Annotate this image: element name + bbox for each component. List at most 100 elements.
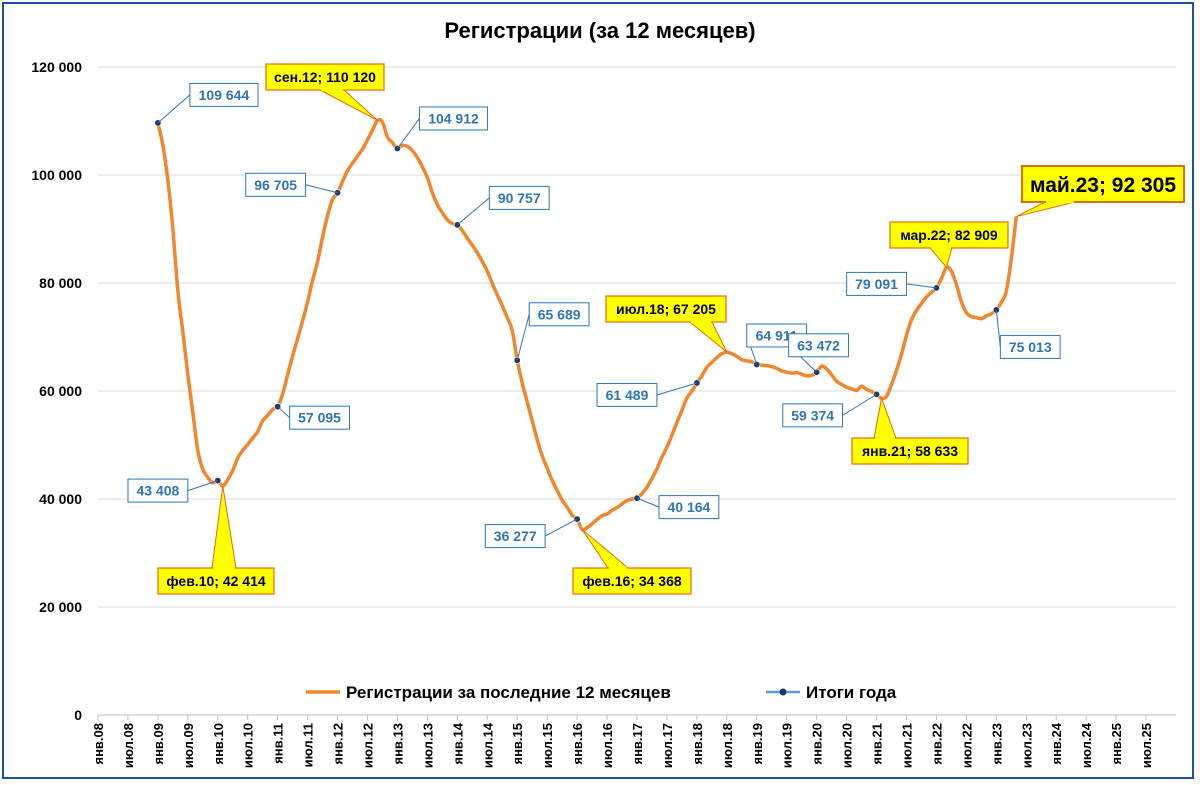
x-tick-label: июл.24 bbox=[1079, 722, 1094, 768]
x-tick-label: янв.17 bbox=[630, 723, 645, 765]
callout-box bbox=[1021, 165, 1185, 203]
chart-title: Регистрации (за 12 месяцев) bbox=[444, 18, 755, 43]
callout-box bbox=[889, 221, 1009, 249]
callout-label: сен.12; 110 120 bbox=[274, 69, 376, 85]
data-label: 43 408 bbox=[136, 483, 179, 499]
x-tick-label: янв.15 bbox=[510, 723, 525, 765]
x-tick-label: июл.22 bbox=[959, 723, 974, 768]
data-label: 65 689 bbox=[538, 306, 581, 322]
data-label-leader bbox=[906, 283, 937, 289]
x-tick-label: янв.08 bbox=[91, 723, 106, 765]
x-tick-label: июл.09 bbox=[181, 723, 196, 768]
callout-label: май.23; 92 305 bbox=[1030, 174, 1176, 197]
data-label: 61 489 bbox=[606, 387, 649, 403]
data-label: 40 164 bbox=[667, 499, 710, 515]
y-tick-label: 0 bbox=[74, 707, 82, 723]
data-label: 59 374 bbox=[791, 407, 834, 423]
year-total-point bbox=[633, 494, 641, 502]
x-tick-label: июл.12 bbox=[361, 723, 376, 768]
x-tick-label: янв.24 bbox=[1049, 722, 1064, 764]
data-label-box bbox=[528, 302, 590, 327]
y-tick-label: 20 000 bbox=[39, 599, 82, 615]
data-label-leader bbox=[457, 197, 490, 226]
callout-label: фев.10; 42 414 bbox=[166, 573, 266, 589]
callout-pointer bbox=[873, 396, 897, 439]
callout-pointer bbox=[211, 485, 237, 569]
data-label: 96 705 bbox=[254, 177, 297, 193]
data-label: 104 912 bbox=[428, 110, 479, 126]
x-tick-label: июл.14 bbox=[480, 722, 495, 768]
x-tick-label: янв.16 bbox=[570, 723, 585, 765]
callout-box bbox=[265, 63, 385, 91]
callout-pointer bbox=[688, 321, 728, 353]
data-label-leader bbox=[277, 406, 291, 419]
data-label-leader bbox=[187, 480, 218, 492]
data-label-box bbox=[488, 185, 550, 210]
callout-pointer bbox=[1016, 201, 1076, 218]
x-tick-label: июл.15 bbox=[540, 723, 555, 768]
callout-label: фев.16; 34 368 bbox=[582, 573, 682, 589]
callout-label: мар.22; 82 909 bbox=[900, 227, 998, 243]
data-label-leader bbox=[656, 382, 698, 396]
callout-label: янв.21; 58 633 bbox=[862, 443, 958, 459]
legend-label-registrations: Регистрации за последние 12 месяцев bbox=[346, 683, 671, 702]
data-label-box bbox=[189, 82, 259, 107]
series-line-registrations bbox=[156, 117, 1019, 532]
data-label-box bbox=[127, 478, 189, 503]
x-tick-label: янв.20 bbox=[810, 723, 825, 765]
x-tick-label: июл.10 bbox=[241, 723, 256, 768]
data-label-leader bbox=[995, 309, 1001, 347]
x-tick-label: янв.14 bbox=[450, 722, 465, 764]
x-tick-label: июл.08 bbox=[121, 723, 136, 768]
data-label-box bbox=[782, 403, 844, 428]
callout-pointer bbox=[928, 247, 953, 269]
data-label: 75 013 bbox=[1009, 339, 1052, 355]
year-total-point bbox=[873, 390, 881, 398]
y-tick-label: 120 000 bbox=[31, 59, 82, 75]
x-tick-label: янв.19 bbox=[750, 723, 765, 765]
data-label: 79 091 bbox=[855, 276, 898, 292]
x-tick-label: июл.20 bbox=[840, 723, 855, 768]
data-label-leader bbox=[397, 118, 420, 149]
legend-label-year-totals: Итоги года bbox=[806, 683, 897, 702]
data-label-box bbox=[289, 405, 350, 430]
data-label: 57 095 bbox=[298, 410, 341, 426]
data-label-leader bbox=[305, 184, 338, 194]
data-label-box bbox=[999, 334, 1061, 359]
data-label-leader bbox=[842, 393, 877, 416]
data-label: 90 757 bbox=[498, 190, 541, 206]
legend-marker-year-totals bbox=[779, 688, 787, 696]
data-label-box bbox=[418, 106, 489, 131]
x-tick-label: янв.09 bbox=[151, 723, 166, 765]
callout-pointer bbox=[319, 89, 378, 121]
x-tick-label: янв.12 bbox=[331, 723, 346, 765]
data-label: 63 472 bbox=[797, 337, 840, 353]
x-tick-label: июл.23 bbox=[1019, 723, 1034, 768]
x-tick-label: янв.25 bbox=[1109, 723, 1124, 765]
x-tick-label: янв.21 bbox=[870, 723, 885, 765]
callout-box bbox=[851, 437, 969, 465]
x-tick-label: янв.18 bbox=[690, 723, 705, 765]
data-label: 64 911 bbox=[756, 327, 798, 343]
x-tick-label: июл.11 bbox=[301, 723, 316, 767]
x-tick-label: июл.16 bbox=[600, 723, 615, 768]
data-label-box bbox=[596, 382, 658, 407]
data-label-box bbox=[658, 495, 720, 520]
callout-pointer bbox=[581, 529, 630, 569]
x-tick-label: июл.13 bbox=[420, 723, 435, 768]
data-label: 109 644 bbox=[199, 87, 250, 103]
y-tick-label: 60 000 bbox=[39, 383, 82, 399]
callout-label: июл.18; 67 205 bbox=[616, 301, 716, 317]
callout-box bbox=[605, 295, 727, 323]
data-label-box bbox=[245, 172, 307, 197]
data-label-box bbox=[846, 271, 907, 296]
data-label-leader bbox=[636, 497, 660, 508]
y-tick-label: 40 000 bbox=[39, 491, 82, 507]
x-tick-label: янв.10 bbox=[211, 723, 226, 765]
data-label-box bbox=[788, 333, 849, 358]
x-tick-label: июл.21 bbox=[900, 723, 915, 768]
y-tick-label: 80 000 bbox=[39, 275, 82, 291]
data-label-box bbox=[484, 524, 546, 549]
callout-box bbox=[572, 567, 692, 595]
